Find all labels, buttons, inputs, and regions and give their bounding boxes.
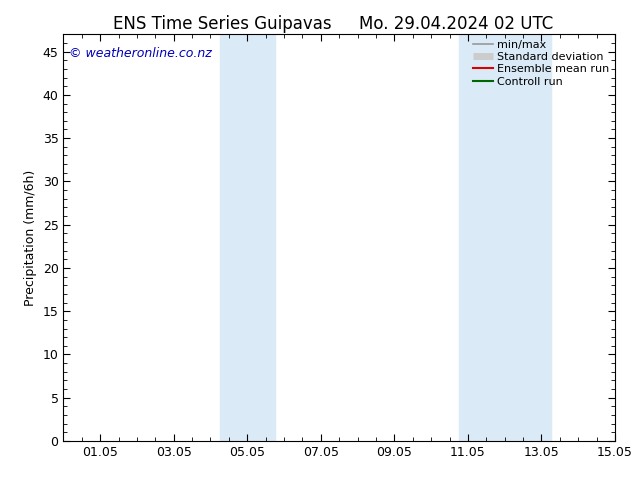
Bar (459, 34, 551, 441)
Text: ENS Time Series Guipavas: ENS Time Series Guipavas (113, 15, 331, 33)
Y-axis label: Precipitation (mm/6h): Precipitation (mm/6h) (24, 170, 37, 306)
Bar (220, 34, 275, 441)
Legend: min/max, Standard deviation, Ensemble mean run, Controll run: min/max, Standard deviation, Ensemble me… (470, 38, 612, 89)
Text: Mo. 29.04.2024 02 UTC: Mo. 29.04.2024 02 UTC (359, 15, 553, 33)
Text: © weatheronline.co.nz: © weatheronline.co.nz (69, 47, 212, 59)
